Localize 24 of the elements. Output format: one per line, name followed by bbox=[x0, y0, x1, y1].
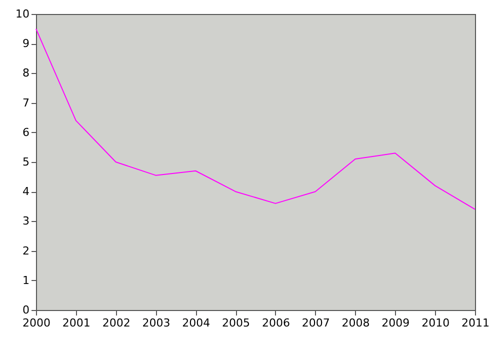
y-tick-label: 9 bbox=[22, 37, 30, 50]
x-tick-label: 2010 bbox=[422, 316, 450, 330]
x-tick-label: 2005 bbox=[222, 316, 250, 330]
x-tick-label: 2003 bbox=[142, 316, 170, 330]
y-tick-label: 10 bbox=[16, 8, 30, 20]
x-tick-label: 2007 bbox=[302, 316, 330, 330]
x-tick-label: 2000 bbox=[22, 316, 50, 330]
x-tick-label: 2006 bbox=[262, 316, 290, 330]
y-tick-label: 6 bbox=[22, 126, 30, 139]
x-tick-label: 2002 bbox=[102, 316, 130, 330]
x-tick-label: 2001 bbox=[62, 316, 90, 330]
x-tick-label: 2008 bbox=[342, 316, 370, 330]
line-series bbox=[36, 28, 476, 210]
y-tick-label: 8 bbox=[22, 66, 30, 80]
y-tick-label: 5 bbox=[22, 156, 30, 168]
x-tick-label: 2011 bbox=[462, 316, 490, 330]
x-tick-label: 2004 bbox=[182, 316, 210, 330]
y-tick-label: 0 bbox=[22, 304, 30, 316]
y-tick-label: 7 bbox=[22, 96, 30, 110]
y-tick-label: 4 bbox=[22, 185, 30, 198]
y-tick-label: 1 bbox=[22, 274, 30, 287]
y-tick-label: 3 bbox=[22, 214, 30, 228]
x-tick-label: 2009 bbox=[382, 316, 410, 330]
y-tick-label: 2 bbox=[22, 244, 30, 258]
